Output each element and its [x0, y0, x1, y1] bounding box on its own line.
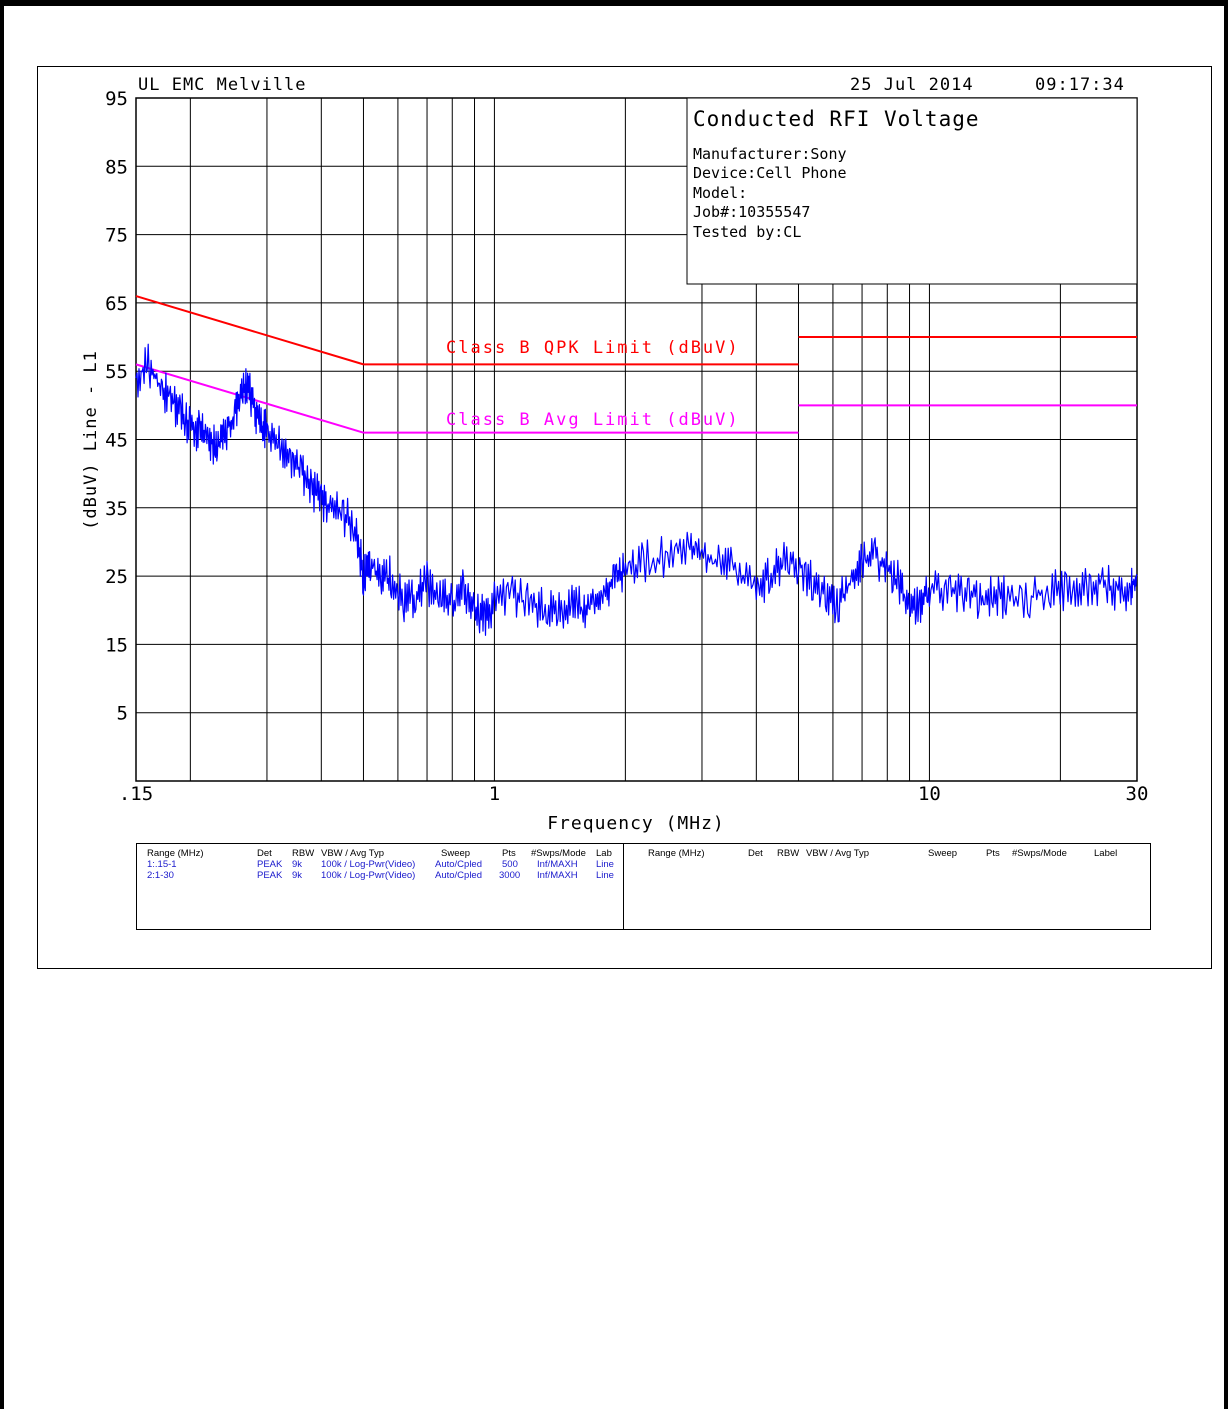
table-cell: 9k	[292, 859, 303, 870]
info-tested-by: Tested by:CL	[693, 223, 801, 241]
info-title: Conducted RFI Voltage	[693, 107, 980, 131]
col-header-sweep: Sweep	[928, 848, 958, 859]
y-tick-label: 15	[105, 634, 128, 656]
x-axis-ticks: .15 1 10 30	[119, 783, 1149, 805]
sweep-settings-table: Range (MHz) Det RBW VBW / Avg Typ Sweep …	[136, 843, 1151, 930]
qpk-limit-label: Class B QPK Limit (dBuV)	[446, 338, 740, 358]
table-cell: 500	[502, 859, 518, 870]
table-cell: 3000	[499, 870, 521, 881]
col-header-range: Range (MHz)	[147, 848, 204, 859]
col-header-rbw: RBW	[777, 848, 800, 859]
table-cell: 9k	[292, 870, 303, 881]
x-axis-label: Frequency (MHz)	[547, 813, 725, 834]
table-cell: 1:.15-1	[147, 859, 177, 870]
table-cell: Inf/MAXH	[537, 859, 578, 870]
y-tick-label: 85	[105, 156, 128, 178]
table-cell: Auto/Cpled	[435, 859, 483, 870]
table-cell: Auto/Cpled	[435, 870, 483, 881]
y-tick-label: 55	[105, 361, 128, 383]
y-tick-label: 95	[105, 88, 128, 110]
y-tick-label: 75	[105, 225, 128, 247]
settings-table-left: Range (MHz) Det RBW VBW / Avg Typ Sweep …	[137, 844, 624, 929]
table-cell: PEAK	[257, 859, 283, 870]
table-cell: 2:1-30	[147, 870, 174, 881]
plot-panel	[37, 66, 1212, 969]
x-tick-label: 10	[918, 783, 941, 805]
y-tick-label: 5	[117, 703, 128, 725]
col-header-vbw: VBW / Avg Typ	[806, 848, 870, 859]
col-header-range: Range (MHz)	[648, 848, 705, 859]
limit-lines	[135, 295, 1137, 434]
info-manufacturer: Manufacturer:Sony	[693, 145, 847, 163]
data-series	[135, 343, 1138, 636]
qpk-limit-segment	[135, 295, 364, 366]
col-header-det: Det	[748, 848, 763, 859]
col-header-pts: Pts	[986, 848, 1000, 859]
col-header-rbw: RBW	[292, 848, 315, 859]
x-tick-label: 30	[1126, 783, 1149, 805]
table-cell: Inf/MAXH	[537, 870, 578, 881]
col-header-vbw: VBW / Avg Typ	[321, 848, 385, 859]
y-axis-ticks: 95 85 75 65 55 45 35 25 15 5	[105, 88, 128, 725]
lab-name: UL EMC Melville	[138, 75, 307, 95]
info-box: Conducted RFI Voltage Manufacturer:Sony …	[686, 97, 1138, 285]
y-tick-label: 45	[105, 430, 128, 452]
settings-table-right: Range (MHz) Det RBW VBW / Avg Typ Sweep …	[624, 844, 1150, 929]
y-tick-label: 65	[105, 293, 128, 315]
table-cell: 100k / Log-Pwr(Video)	[321, 859, 416, 870]
table-cell: 100k / Log-Pwr(Video)	[321, 870, 416, 881]
avg-limit-label: Class B Avg Limit (dBuV)	[446, 410, 740, 430]
col-header-label: Lab	[596, 848, 612, 859]
col-header-pts: Pts	[502, 848, 516, 859]
col-header-det: Det	[257, 848, 272, 859]
table-cell: Line	[596, 859, 614, 870]
col-header-swps: #Swps/Mode	[531, 848, 586, 859]
x-tick-label: 1	[489, 783, 500, 805]
plot-area-frame	[135, 97, 1138, 782]
y-axis-label: (dBuV) Line - L1	[81, 350, 101, 530]
table-cell: Line	[596, 870, 614, 881]
info-device: Device:Cell Phone	[693, 164, 847, 182]
table-cell: PEAK	[257, 870, 283, 881]
report-time: 09:17:34	[1035, 75, 1125, 95]
measurement-trace	[135, 343, 1138, 636]
info-job: Job#:10355547	[693, 203, 810, 221]
y-tick-label: 35	[105, 498, 128, 520]
col-header-label: Label	[1094, 848, 1118, 859]
info-model: Model:	[693, 184, 747, 202]
x-tick-label: .15	[119, 783, 153, 805]
col-header-swps: #Swps/Mode	[1012, 848, 1067, 859]
info-box-frame	[686, 97, 1138, 285]
report-date: 25 Jul 2014	[850, 75, 974, 95]
col-header-sweep: Sweep	[441, 848, 471, 859]
y-tick-label: 25	[105, 566, 128, 588]
